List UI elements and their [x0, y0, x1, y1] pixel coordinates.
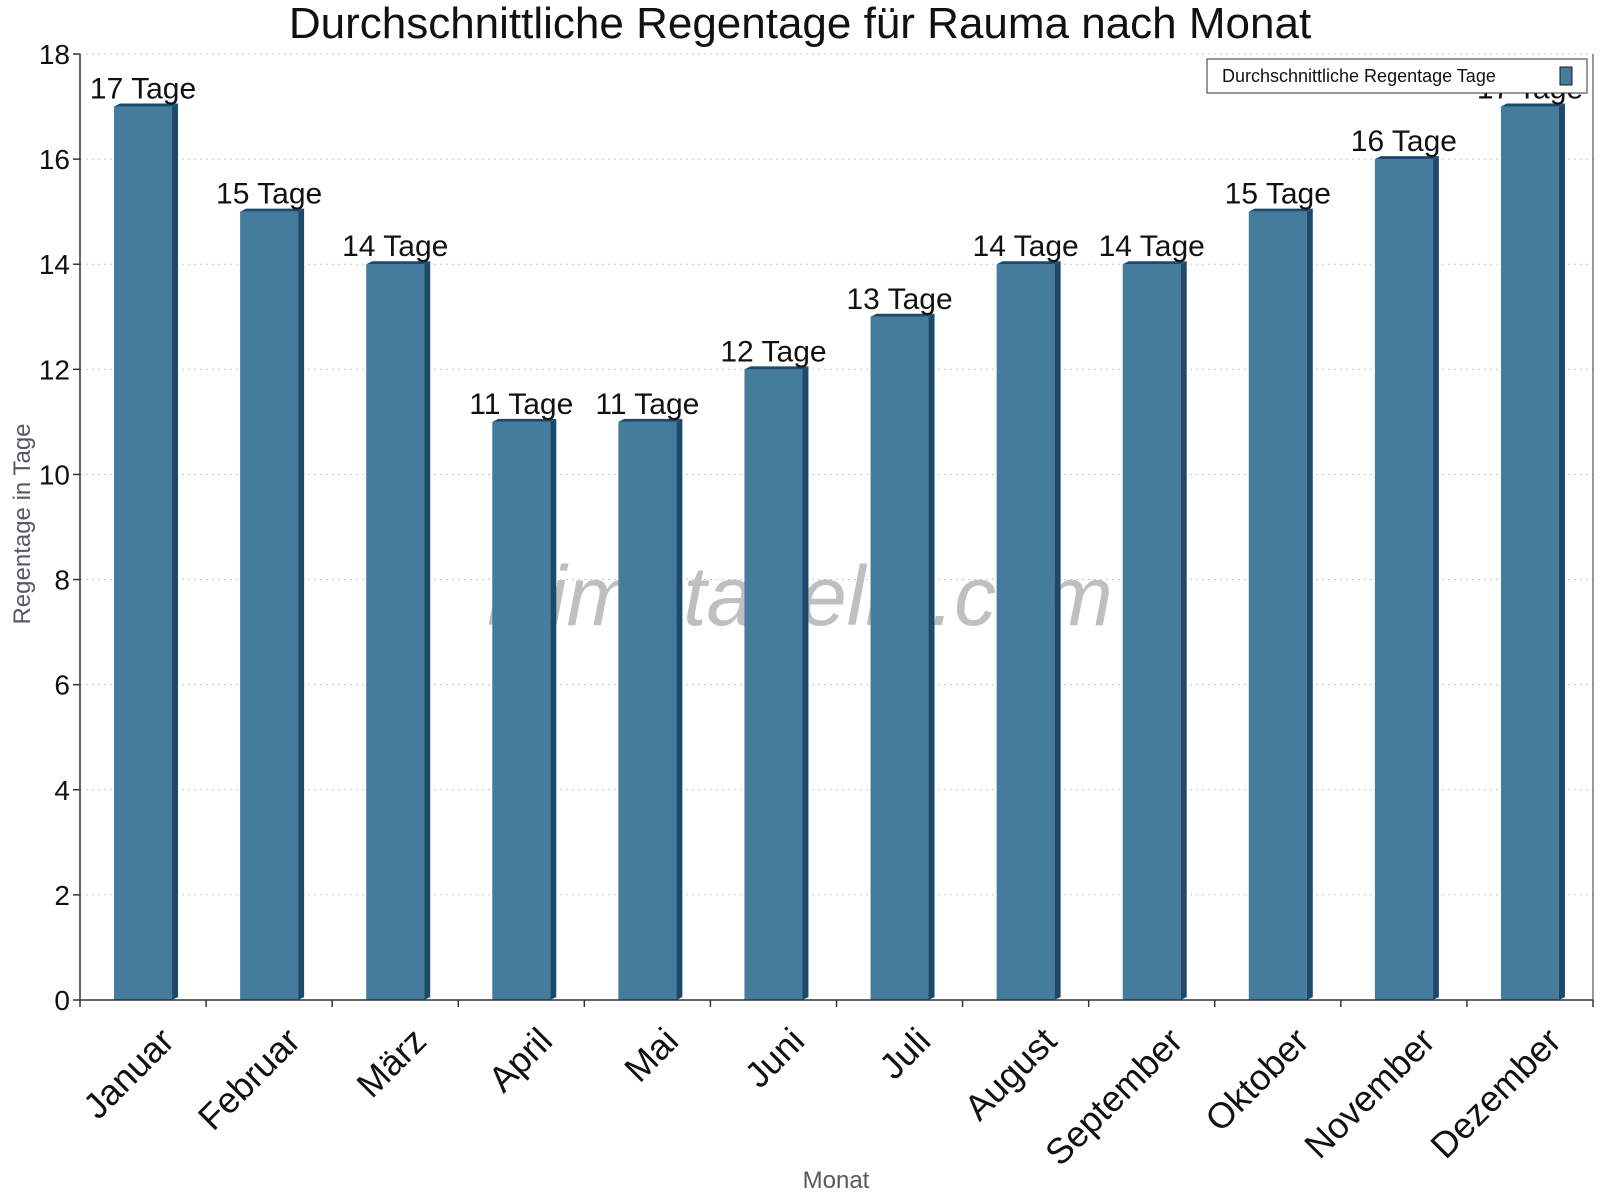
y-tick-label: 10 — [39, 459, 70, 490]
y-tick-label: 2 — [54, 880, 70, 911]
bar-side — [802, 366, 809, 1000]
bar-side — [172, 103, 179, 1001]
bar-side — [1432, 156, 1439, 1001]
y-tick-label: 18 — [39, 39, 70, 70]
bar — [492, 418, 557, 1000]
bar — [870, 313, 935, 1000]
bar-front — [618, 421, 677, 1000]
y-tick-label: 0 — [54, 985, 70, 1016]
bar — [366, 261, 431, 1000]
y-tick-label: 16 — [39, 144, 70, 175]
data-labels: 17 Tage 15 Tage 14 Tage 11 Tage 11 Tage 12 Ta… — [90, 73, 1583, 421]
bar-value-label: 14 Tage — [973, 230, 1079, 263]
bar-top — [744, 366, 809, 370]
x-tick-label: Juni — [737, 1020, 813, 1096]
bar — [1248, 208, 1313, 1000]
bar-value-label: 14 Tage — [1099, 230, 1205, 263]
x-tick-label: November — [1296, 1020, 1442, 1166]
bar-side — [1558, 103, 1565, 1001]
bar-side — [1054, 261, 1061, 1000]
bar-side — [1180, 261, 1187, 1000]
bar — [114, 103, 179, 1001]
bar-side — [550, 418, 557, 1000]
bar-top — [1374, 156, 1439, 160]
y-tick-label: 12 — [39, 354, 70, 385]
bar-front — [870, 316, 929, 1000]
bar-front — [1248, 211, 1307, 1000]
x-tick-label: Mai — [616, 1020, 686, 1090]
y-tick-label: 4 — [54, 775, 70, 806]
x-tick-label: Oktober — [1197, 1020, 1317, 1140]
bar-front — [366, 264, 425, 1000]
x-tick-label: Februar — [190, 1020, 308, 1138]
bar-side — [676, 418, 683, 1000]
x-axis-title: Monat — [803, 1167, 870, 1194]
legend-swatch — [1559, 66, 1573, 86]
y-tick-label: 6 — [54, 670, 70, 701]
bar-value-label: 14 Tage — [342, 230, 448, 263]
bars — [114, 103, 1565, 1001]
bar-side — [928, 313, 935, 1000]
bar-top — [1500, 103, 1565, 107]
bar-front — [492, 421, 551, 1000]
bar-top — [870, 313, 935, 317]
bar-value-label: 16 Tage — [1351, 125, 1457, 158]
bar-top — [1248, 208, 1313, 212]
legend-box — [1206, 58, 1588, 94]
x-tick-label: September — [1037, 1020, 1191, 1174]
bar-front — [1374, 159, 1433, 1001]
bar — [1500, 103, 1565, 1001]
bar — [618, 418, 683, 1000]
bar-top — [618, 418, 683, 422]
bar-top — [240, 208, 305, 212]
bar-front — [996, 264, 1055, 1000]
bar-front — [114, 106, 173, 1001]
bar — [996, 261, 1061, 1000]
legend-label: Durchschnittliche Regentage Tage — [1222, 66, 1496, 86]
bar-front — [1500, 106, 1559, 1001]
y-tick-label: 8 — [54, 565, 70, 596]
bar — [744, 366, 809, 1000]
bar-top — [366, 261, 431, 265]
bar-front — [1122, 264, 1181, 1000]
chart-title: Durchschnittliche Regentage für Rauma na… — [289, 0, 1311, 48]
bar-top — [996, 261, 1061, 265]
bar-side — [424, 261, 431, 1000]
bar-value-label: 13 Tage — [846, 283, 952, 316]
bar-value-label: 11 Tage — [595, 388, 699, 421]
bar-top — [1122, 261, 1187, 265]
bar-top — [114, 103, 179, 107]
bar-side — [1306, 208, 1313, 1000]
bar-value-label: 12 Tage — [720, 335, 826, 368]
x-tick-label: Dezember — [1422, 1020, 1568, 1166]
y-axis-title: Regentage in Tage — [9, 423, 36, 624]
bar — [240, 208, 305, 1000]
bar — [1122, 261, 1187, 1000]
bar-top — [492, 418, 557, 422]
bar-value-label: 15 Tage — [1225, 178, 1331, 211]
x-tick-label: April — [480, 1020, 560, 1100]
x-tick-label: August — [956, 1020, 1064, 1128]
x-tick-label: März — [348, 1020, 434, 1106]
grid-lines — [80, 53, 1593, 896]
bar-side — [298, 208, 305, 1000]
bar-value-label: 17 Tage — [90, 73, 196, 106]
bar-value-label: 15 Tage — [216, 178, 322, 211]
bar — [1374, 156, 1439, 1001]
legend: Durchschnittliche Regentage Tage — [1206, 58, 1588, 94]
x-tick-label: Januar — [75, 1020, 182, 1127]
y-tick-label: 14 — [39, 249, 70, 280]
bar-front — [240, 211, 299, 1000]
x-tick-label: Juli — [871, 1020, 938, 1087]
bar-value-label: 11 Tage — [469, 388, 573, 421]
bar-front — [744, 369, 803, 1000]
